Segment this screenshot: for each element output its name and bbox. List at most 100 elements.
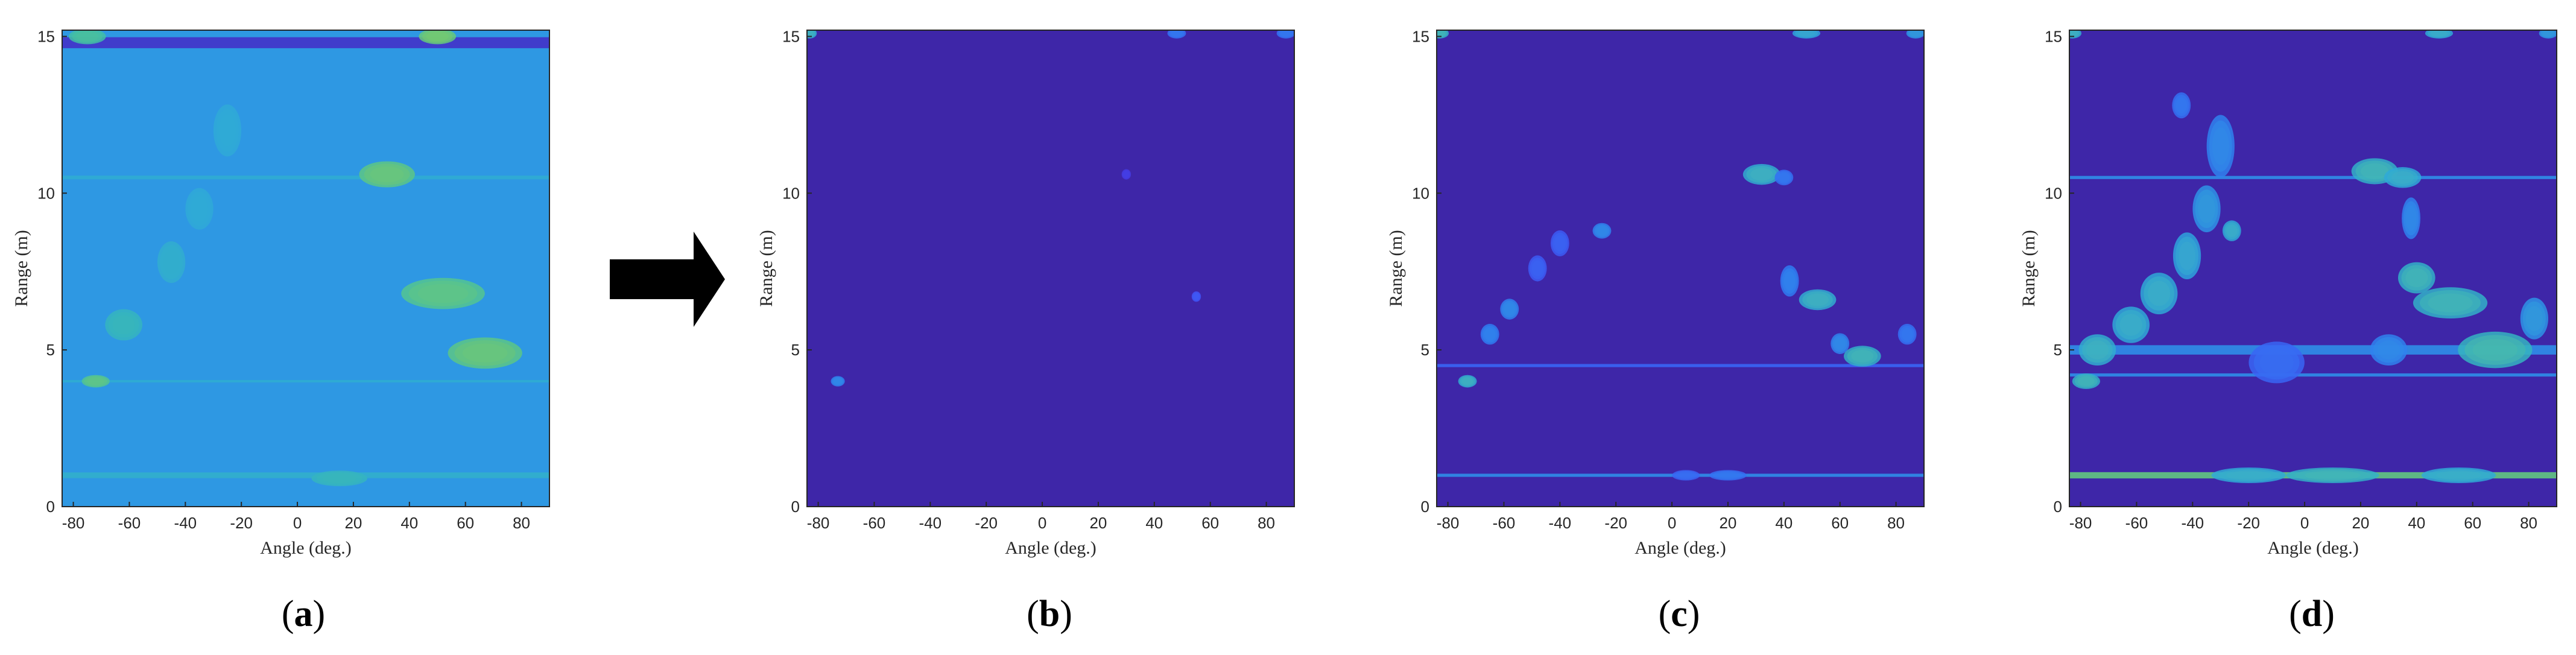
heatmap-cell [1774, 169, 1794, 186]
x-tick-label: 40 [2408, 514, 2425, 532]
heatmap-cell [2248, 341, 2305, 384]
heatmap-band [2069, 176, 2557, 179]
heatmap-cell [2402, 197, 2420, 239]
x-tick-label: -20 [230, 514, 253, 532]
panel-b: (b) [1027, 593, 1072, 634]
heatmap-cell [2458, 331, 2533, 369]
panel-letter-a: a [294, 593, 313, 634]
y-tick-label: 0 [791, 498, 800, 516]
panel-letter-d: d [2302, 593, 2322, 634]
heatmap-cell [1167, 30, 1186, 39]
panel-a: (a) [282, 593, 325, 634]
axes-frame [1436, 30, 1925, 507]
heatmap-cell [157, 241, 186, 283]
x-tick-label: -60 [2125, 514, 2148, 532]
panel-d: (d) [2289, 593, 2335, 634]
panel-label-b: (b) [1027, 593, 1072, 634]
y-axis-label: Range (m) [756, 230, 776, 306]
heatmap-cell [2140, 273, 2178, 315]
heatmap-cell [81, 375, 110, 388]
x-tick-label: 20 [2352, 514, 2369, 532]
heatmap-cell [1897, 323, 1917, 345]
heatmap-area [2069, 30, 2557, 507]
heatmap-area [807, 30, 1294, 507]
x-tick-label: 0 [2300, 514, 2309, 532]
heatmap-cell [1480, 323, 1499, 345]
x-tick-label: -20 [975, 514, 998, 532]
heatmap-cell [1780, 265, 1799, 297]
heatmap-cell [213, 104, 242, 157]
heatmap-cell [831, 376, 845, 387]
heatmap-panel-1: -80 -60 -40 -20 0 20 40 60 80 0 5 10 15 Angle (deg.) R… [11, 27, 550, 558]
x-axis-label: Angle (deg.) [260, 538, 352, 558]
x-tick-label: 40 [1775, 514, 1793, 532]
heatmap-cell [1550, 230, 1569, 256]
heatmap-cell [68, 30, 106, 45]
x-tick-label: -20 [1604, 514, 1627, 532]
y-tick-label: 5 [791, 341, 800, 359]
x-tick-label: -40 [1549, 514, 1572, 532]
y-tick-label: 5 [1421, 341, 1429, 359]
x-tick-label: -60 [863, 514, 886, 532]
heatmap-background [807, 30, 1294, 507]
heatmap-cell [2370, 334, 2408, 366]
heatmap-cell [185, 188, 214, 230]
y-tick-label: 10 [37, 184, 55, 202]
heatmap-band [2069, 373, 2557, 377]
heatmap-cell [1742, 163, 1780, 185]
x-tick-label: 80 [513, 514, 530, 532]
heatmap-cell [2173, 232, 2201, 280]
x-tick-label: -80 [62, 514, 85, 532]
panel-letter-b: b [1039, 593, 1060, 634]
heatmap-cell [1672, 470, 1700, 481]
x-tick-label: -80 [2069, 514, 2092, 532]
heatmap-cell [311, 470, 367, 487]
x-tick-label: -60 [118, 514, 141, 532]
x-tick-label: 20 [1719, 514, 1736, 532]
x-tick-label: 0 [293, 514, 302, 532]
y-tick-label: 10 [782, 184, 800, 202]
heatmap-panel-3: -80 -60 -40 -20 0 20 40 60 80 0 5 10 15 Angle (deg.) R… [1386, 27, 1925, 558]
heatmap-cell [1709, 470, 1747, 481]
heatmap-cell [2425, 30, 2454, 39]
heatmap-cell [2172, 92, 2191, 119]
heatmap-cell [2421, 467, 2496, 483]
y-axis-label: Range (m) [2019, 230, 2039, 306]
heatmap-cell [1528, 255, 1547, 282]
y-tick-label: 0 [1421, 498, 1429, 516]
x-tick-label: 60 [1831, 514, 1849, 532]
x-tick-label: 0 [1038, 514, 1046, 532]
heatmap-cell [1458, 375, 1477, 388]
heatmap-cell [1500, 299, 1519, 320]
x-tick-label: 80 [1258, 514, 1275, 532]
heatmap-cell [2112, 306, 2150, 343]
y-tick-label: 5 [46, 341, 55, 359]
heatmap-area [62, 30, 549, 507]
heatmap-panel-4: -80 -60 -40 -20 0 20 40 60 80 0 5 10 15 Angle (deg.) R… [2019, 27, 2557, 558]
axes-frame [806, 30, 1295, 507]
x-tick-label: -40 [2182, 514, 2204, 532]
heatmap-band [2069, 345, 2557, 355]
y-tick-label: 0 [46, 498, 55, 516]
heatmap-band [1437, 364, 1924, 367]
heatmap-cell [401, 277, 485, 309]
x-tick-label: 0 [1668, 514, 1676, 532]
x-tick-label: -60 [1493, 514, 1516, 532]
x-tick-label: 60 [2464, 514, 2481, 532]
heatmap-cell [1592, 223, 1612, 239]
x-tick-label: 80 [1887, 514, 1905, 532]
x-tick-label: -80 [1437, 514, 1460, 532]
heatmap-cell [2211, 467, 2286, 483]
y-tick-label: 15 [1412, 27, 1429, 45]
heatmap-cell [2222, 220, 2241, 241]
heatmap-cell [2413, 287, 2488, 319]
heatmap-cell [2520, 297, 2548, 340]
heatmap-cell [105, 309, 142, 341]
heatmap-area [1437, 30, 1924, 507]
heatmap-cell [2206, 115, 2235, 178]
panel-label-a: (a) [282, 593, 325, 634]
heatmap-cell [2397, 262, 2435, 294]
x-tick-label: 40 [1145, 514, 1163, 532]
y-tick-label: 15 [2045, 27, 2062, 45]
